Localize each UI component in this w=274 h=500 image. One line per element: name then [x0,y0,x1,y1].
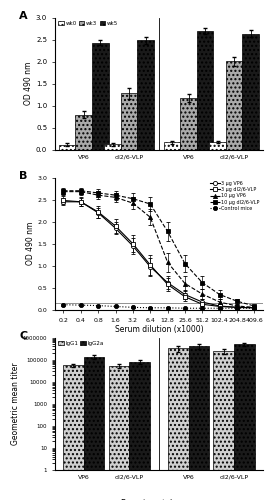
Bar [226,61,242,150]
Bar [234,344,255,500]
Y-axis label: OD 490 nm: OD 490 nm [24,62,33,106]
Legend: 3 µg VP6, 3 µg dl2/6-VLP, 10 µg VP6, 10 µg dl2/6-VLP, Control mice: 3 µg VP6, 3 µg dl2/6-VLP, 10 µg VP6, 10 … [209,180,261,212]
Bar [138,40,154,150]
Text: B: B [19,171,28,181]
Bar [104,144,121,150]
Bar [197,31,213,150]
Text: A: A [19,11,28,21]
Text: 10 µg: 10 µg [201,206,221,212]
Bar [168,348,189,500]
Bar [75,114,92,150]
Bar [121,94,138,150]
Bar [63,366,84,500]
Bar [209,142,226,150]
Legend: wk0, wk3, wk5: wk0, wk3, wk5 [58,20,119,26]
Bar [213,351,234,500]
Y-axis label: OD 490 nm: OD 490 nm [25,222,35,266]
Bar [242,34,259,150]
Bar [189,346,209,500]
Bar [84,357,104,500]
Bar [180,98,197,150]
X-axis label: Experimental group: Experimental group [121,180,197,188]
Bar [109,366,129,500]
Legend: IgG1, IgG2a: IgG1, IgG2a [58,340,105,346]
Bar [92,42,109,150]
X-axis label: Serum dilution (x1000): Serum dilution (x1000) [115,326,203,334]
Text: 3 µg: 3 µg [99,206,114,212]
Bar [129,362,150,500]
Bar [59,144,75,150]
Bar [164,142,180,150]
Text: C: C [19,331,27,341]
Y-axis label: Geometric mean titer: Geometric mean titer [11,362,20,445]
